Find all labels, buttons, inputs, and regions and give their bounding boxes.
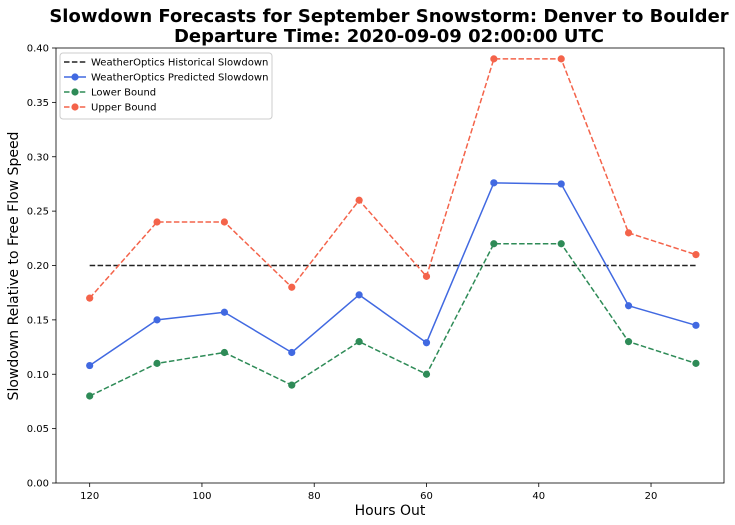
chart-title-line-2: Departure Time: 2020-09-09 02:00:00 UTC bbox=[174, 26, 604, 47]
data-point bbox=[624, 338, 633, 346]
data-point bbox=[220, 218, 229, 226]
data-point bbox=[557, 55, 565, 63]
x-tick-label: 100 bbox=[192, 491, 211, 502]
x-tick-label: 120 bbox=[80, 491, 99, 502]
data-point bbox=[490, 179, 498, 187]
legend-swatch-marker bbox=[71, 103, 79, 111]
legend-swatch-marker bbox=[71, 88, 79, 96]
data-point bbox=[692, 359, 700, 367]
series-line bbox=[89, 182, 697, 367]
y-tick-label: 0.20 bbox=[27, 261, 49, 272]
y-tick-label: 0.00 bbox=[27, 479, 49, 490]
data-point bbox=[86, 294, 94, 302]
y-axis-label: Slowdown Relative to Free Flow Speed bbox=[6, 132, 22, 401]
data-point bbox=[490, 240, 498, 248]
x-tick-label: 60 bbox=[420, 491, 433, 502]
legend-entry-label: WeatherOptics Historical Slowdown bbox=[91, 58, 268, 69]
series-2 bbox=[86, 240, 700, 400]
legend-entry-label: WeatherOptics Predicted Slowdown bbox=[91, 73, 268, 84]
data-point bbox=[490, 55, 498, 63]
data-point bbox=[153, 218, 161, 226]
y-tick-label: 0.30 bbox=[27, 152, 49, 163]
plot-area-frame bbox=[55, 47, 725, 484]
y-tick-label: 0.35 bbox=[27, 98, 49, 109]
legend-frame bbox=[59, 52, 273, 120]
y-tick-label: 0.40 bbox=[27, 44, 49, 55]
y-tick-label: 0.25 bbox=[27, 207, 49, 218]
y-tick-label: 0.05 bbox=[27, 424, 49, 435]
data-point bbox=[153, 316, 161, 324]
data-point bbox=[288, 348, 296, 357]
data-point bbox=[624, 229, 633, 237]
legend-swatch-marker bbox=[71, 73, 79, 81]
data-point bbox=[288, 283, 296, 291]
data-point bbox=[624, 302, 633, 310]
x-tick-label: 80 bbox=[308, 491, 321, 502]
data-point bbox=[422, 370, 431, 378]
series-layer bbox=[86, 55, 700, 400]
series-3 bbox=[86, 55, 700, 302]
legend-entry-label: Lower Bound bbox=[91, 88, 156, 99]
data-point bbox=[220, 348, 229, 357]
axis-ticks: 120 100 80 60 40 20 0.00 0.05 0.10 0.15 0.20 0.25 0.… bbox=[27, 44, 658, 503]
legend-entry-label: Upper Bound bbox=[91, 103, 156, 114]
x-tick-label: 20 bbox=[645, 491, 658, 502]
data-point bbox=[355, 338, 363, 346]
data-point bbox=[355, 291, 363, 299]
data-point bbox=[86, 392, 94, 400]
data-point bbox=[557, 180, 565, 188]
data-point bbox=[220, 308, 229, 316]
data-point bbox=[153, 359, 161, 367]
data-point bbox=[422, 339, 431, 347]
x-axis-label: Hours Out bbox=[355, 503, 426, 519]
data-point bbox=[557, 240, 565, 248]
data-point bbox=[692, 251, 700, 259]
y-tick-label: 0.10 bbox=[27, 370, 49, 381]
y-tick-label: 0.15 bbox=[27, 315, 49, 326]
series-1 bbox=[86, 179, 700, 370]
data-point bbox=[355, 196, 363, 204]
data-point bbox=[86, 361, 94, 370]
data-point bbox=[692, 321, 700, 329]
data-point bbox=[288, 381, 296, 389]
series-line bbox=[89, 58, 697, 299]
series-line bbox=[89, 243, 697, 397]
x-tick-label: 40 bbox=[532, 491, 545, 502]
data-point bbox=[422, 272, 431, 280]
chart-title-line-1: Slowdown Forecasts for September Snowsto… bbox=[49, 6, 728, 27]
legend: WeatherOptics Historical Slowdown Weather… bbox=[59, 52, 273, 120]
